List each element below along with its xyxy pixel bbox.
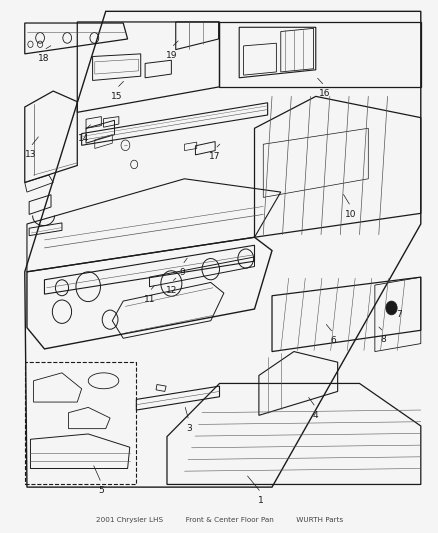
Text: 17: 17 xyxy=(209,152,220,161)
Text: 13: 13 xyxy=(25,150,36,159)
Text: 18: 18 xyxy=(38,54,49,62)
Text: 16: 16 xyxy=(318,89,329,98)
Text: 7: 7 xyxy=(395,310,401,319)
Text: 1: 1 xyxy=(258,496,263,505)
Text: 6: 6 xyxy=(330,336,336,345)
Text: 8: 8 xyxy=(380,335,385,344)
Text: 2001 Chrysler LHS          Front & Center Floor Pan          WURTH Parts: 2001 Chrysler LHS Front & Center Floor P… xyxy=(95,516,343,523)
Text: 3: 3 xyxy=(186,424,191,433)
Text: 19: 19 xyxy=(165,51,177,60)
Text: 9: 9 xyxy=(179,269,185,277)
Circle shape xyxy=(385,301,396,315)
Text: 5: 5 xyxy=(98,486,104,495)
Text: 12: 12 xyxy=(165,286,177,295)
Text: 10: 10 xyxy=(344,210,356,219)
Text: 14: 14 xyxy=(78,134,89,143)
Text: 4: 4 xyxy=(312,411,318,420)
Text: 15: 15 xyxy=(111,92,122,101)
Text: 11: 11 xyxy=(143,295,155,304)
